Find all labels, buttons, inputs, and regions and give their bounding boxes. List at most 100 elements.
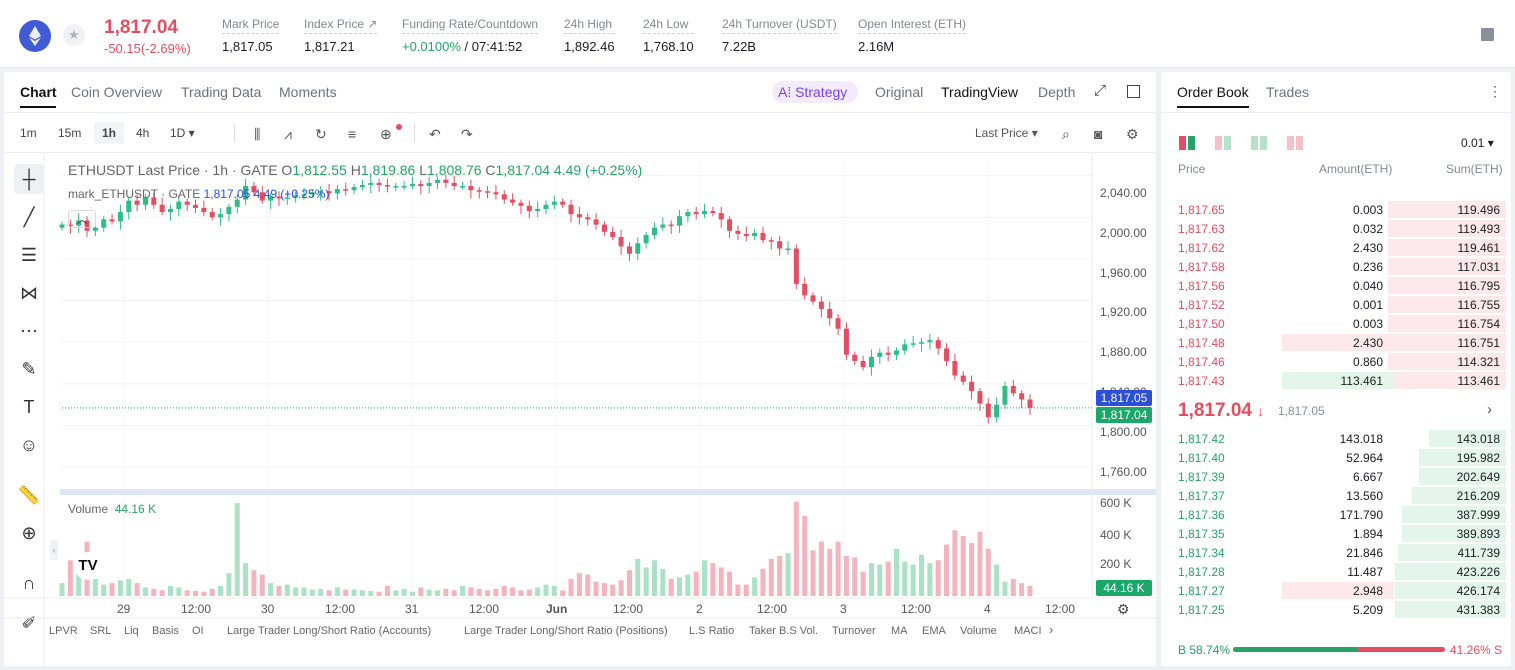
indicator-turnover[interactable]: Turnover <box>832 625 876 637</box>
ask-row[interactable]: 1,817.65 0.003 119.496 <box>1170 200 1506 219</box>
timeframe-15m[interactable]: 15m <box>58 126 82 140</box>
chart-settings-icon[interactable]: ⚙ <box>1117 601 1130 617</box>
volume-bar <box>818 541 824 596</box>
ask-row[interactable]: 1,817.43 113.461 113.461 <box>1170 371 1506 390</box>
volume-bar <box>985 548 991 596</box>
indicator-liq[interactable]: Liq <box>124 625 139 637</box>
indicator-scroll-right[interactable]: › <box>1049 622 1054 637</box>
tab-original[interactable]: Original <box>875 84 924 100</box>
indicators-icon[interactable]: ⩘ <box>284 126 292 142</box>
chevron-right-icon[interactable]: › <box>1487 401 1492 418</box>
bid-row[interactable]: 1,817.37 13.560 216.209 <box>1170 486 1506 505</box>
candle-body <box>334 189 340 194</box>
fib-icon[interactable]: ⋯ <box>20 321 38 341</box>
text-icon[interactable]: T <box>23 397 35 417</box>
collapse-legend-button[interactable]: ︿ <box>68 210 96 228</box>
timeframe-1h[interactable]: 1h <box>94 122 125 144</box>
bid-row[interactable]: 1,817.25 5.209 431.383 <box>1170 600 1506 619</box>
legend-high: 1,819.86 <box>360 162 416 178</box>
volume-bar <box>301 587 307 596</box>
search-icon[interactable]: ⌕ <box>1062 126 1070 142</box>
volume-bar <box>284 584 290 596</box>
view-bids-icon[interactable] <box>1251 136 1267 150</box>
bid-row[interactable]: 1,817.39 6.667 202.649 <box>1170 467 1506 486</box>
ask-row[interactable]: 1,817.63 0.032 119.493 <box>1170 219 1506 238</box>
precision-select[interactable]: 0.01 ▾ <box>1461 136 1494 150</box>
guide-book-icon[interactable] <box>1481 28 1494 41</box>
view-asks-icon[interactable] <box>1215 136 1231 150</box>
strategy-button[interactable]: A⁞ Strategy <box>772 81 858 103</box>
candle-body <box>777 241 783 249</box>
tab-tradingview[interactable]: TradingView <box>941 84 1019 100</box>
magnet-icon[interactable]: ∩ <box>22 573 36 593</box>
tab-chart[interactable]: Chart <box>20 84 57 100</box>
crosshair-icon[interactable]: ┼ <box>14 164 44 194</box>
indicator-srl[interactable]: SRL <box>90 625 112 637</box>
timeframe-1m[interactable]: 1m <box>20 126 37 140</box>
timeframe-4h[interactable]: 4h <box>136 126 150 140</box>
stat-index-price[interactable]: Index Price ↗ 1,817.21 <box>304 17 378 54</box>
volume-bar <box>101 584 107 596</box>
indicator-lpvr[interactable]: LPVR <box>49 625 78 637</box>
candle-body <box>760 232 766 241</box>
brush-icon[interactable]: ✎ <box>21 359 37 379</box>
tab-order-book[interactable]: Order Book <box>1177 84 1249 100</box>
candle-body <box>969 381 975 392</box>
tab-moments[interactable]: Moments <box>279 84 337 100</box>
horizontal-lines-icon[interactable]: ☰ <box>20 245 38 265</box>
stat-label[interactable]: Index Price ↗ <box>304 17 378 34</box>
price-source-select[interactable]: Last Price ▾ <box>975 126 1038 140</box>
ask-row[interactable]: 1,817.46 0.860 114.321 <box>1170 352 1506 371</box>
depth-bar <box>1418 468 1506 485</box>
indicator-oi[interactable]: OI <box>192 625 204 637</box>
bid-row[interactable]: 1,817.28 11.487 423.226 <box>1170 562 1506 581</box>
bid-row[interactable]: 1,817.34 21.846 411.739 <box>1170 543 1506 562</box>
gear-icon[interactable]: ⚙ <box>1126 126 1139 142</box>
emoji-icon[interactable]: ☺ <box>19 435 39 455</box>
camera-icon[interactable]: ◙ <box>1094 126 1103 142</box>
bid-row[interactable]: 1,817.42 143.018 143.018 <box>1170 429 1506 448</box>
indicator-taker-bs-vol[interactable]: Taker B.S Vol. <box>749 625 819 637</box>
favorite-star-icon[interactable]: ★ <box>63 24 85 46</box>
tab-trading-data[interactable]: Trading Data <box>181 84 262 100</box>
indicator-macd[interactable]: MACI <box>1014 625 1042 637</box>
zoom-icon[interactable]: ⊕ <box>21 523 37 543</box>
ask-row[interactable]: 1,817.62 2.430 119.461 <box>1170 238 1506 257</box>
timeframe-1d[interactable]: 1D ▾ <box>170 126 195 140</box>
ruler-icon[interactable]: 📏 <box>17 485 41 505</box>
indicator-ema[interactable]: EMA <box>922 625 946 637</box>
bid-row[interactable]: 1,817.35 1.894 389.893 <box>1170 524 1506 543</box>
ask-row[interactable]: 1,817.56 0.040 116.795 <box>1170 276 1506 295</box>
collapse-toolbar-button[interactable]: ‹ <box>50 540 58 560</box>
settings-list-icon[interactable]: ≡ <box>348 126 357 142</box>
bid-row[interactable]: 1,817.27 2.948 426.174 <box>1170 581 1506 600</box>
indicator-basis[interactable]: Basis <box>152 625 179 637</box>
tab-depth[interactable]: Depth <box>1038 84 1076 100</box>
candle-type-icon[interactable]: ⫼ <box>254 126 261 142</box>
view-both-icon[interactable] <box>1179 136 1195 150</box>
tab-trades[interactable]: Trades <box>1266 84 1310 100</box>
ask-row[interactable]: 1,817.50 0.003 116.754 <box>1170 314 1506 333</box>
indicator-ma[interactable]: MA <box>891 625 908 637</box>
view-depth-icon[interactable] <box>1287 136 1303 150</box>
ask-row[interactable]: 1,817.58 0.236 117.031 <box>1170 257 1506 276</box>
indicator-volume[interactable]: Volume <box>960 625 997 637</box>
add-indicator-icon[interactable]: ⊕ <box>380 126 392 142</box>
ask-row[interactable]: 1,817.48 2.430 116.751 <box>1170 333 1506 352</box>
ask-row[interactable]: 1,817.52 0.001 116.755 <box>1170 295 1506 314</box>
indicator-large-trader-positions[interactable]: Large Trader Long/Short Ratio (Positions… <box>464 625 668 637</box>
more-icon[interactable]: ⋮ <box>1488 83 1502 99</box>
bid-row[interactable]: 1,817.36 171.790 387.999 <box>1170 505 1506 524</box>
undo-icon[interactable]: ↶ <box>429 126 441 142</box>
redo-icon[interactable]: ↷ <box>461 126 473 142</box>
indicator-large-trader-accounts[interactable]: Large Trader Long/Short Ratio (Accounts) <box>227 625 432 637</box>
indicator-ls-ratio[interactable]: L.S Ratio <box>689 625 735 637</box>
trend-line-icon[interactable]: ╱ <box>23 207 35 227</box>
bid-row[interactable]: 1,817.40 52.964 195.982 <box>1170 448 1506 467</box>
fullscreen-icon[interactable]: ⤢ <box>1094 82 1107 99</box>
reset-icon[interactable]: ↻ <box>315 126 327 142</box>
tab-coin-overview[interactable]: Coin Overview <box>71 84 163 100</box>
pattern-icon[interactable]: ⋈ <box>20 283 38 303</box>
window-icon[interactable] <box>1127 85 1140 98</box>
